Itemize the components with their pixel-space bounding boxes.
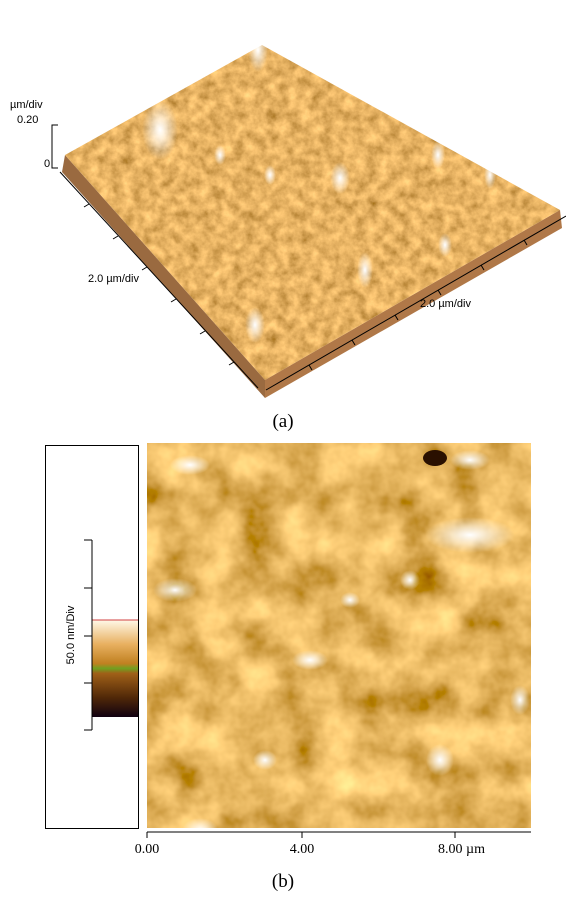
scale-ruler	[84, 539, 93, 731]
axes-3d	[51, 124, 566, 391]
x-axis-b	[146, 831, 531, 838]
z-max: 0.20	[17, 114, 38, 126]
caption-a: (a)	[272, 411, 293, 432]
x-tick-label: 0.00	[135, 842, 160, 857]
x-scale: 2.0 µm/div	[88, 273, 139, 285]
y-scale: 2.0 µm/div	[420, 298, 471, 310]
color-scale-label: 50.0 nm/Div	[65, 605, 77, 664]
z-unit: µm/div	[10, 99, 43, 111]
surface-3d	[62, 28, 562, 398]
x-tick-label: 4.00	[290, 842, 315, 857]
z-min: 0	[44, 158, 50, 170]
color-bar	[92, 620, 138, 717]
caption-b: (b)	[272, 871, 294, 892]
x-tick-label: 8.00 µm	[438, 842, 485, 857]
afm-image	[147, 443, 531, 842]
